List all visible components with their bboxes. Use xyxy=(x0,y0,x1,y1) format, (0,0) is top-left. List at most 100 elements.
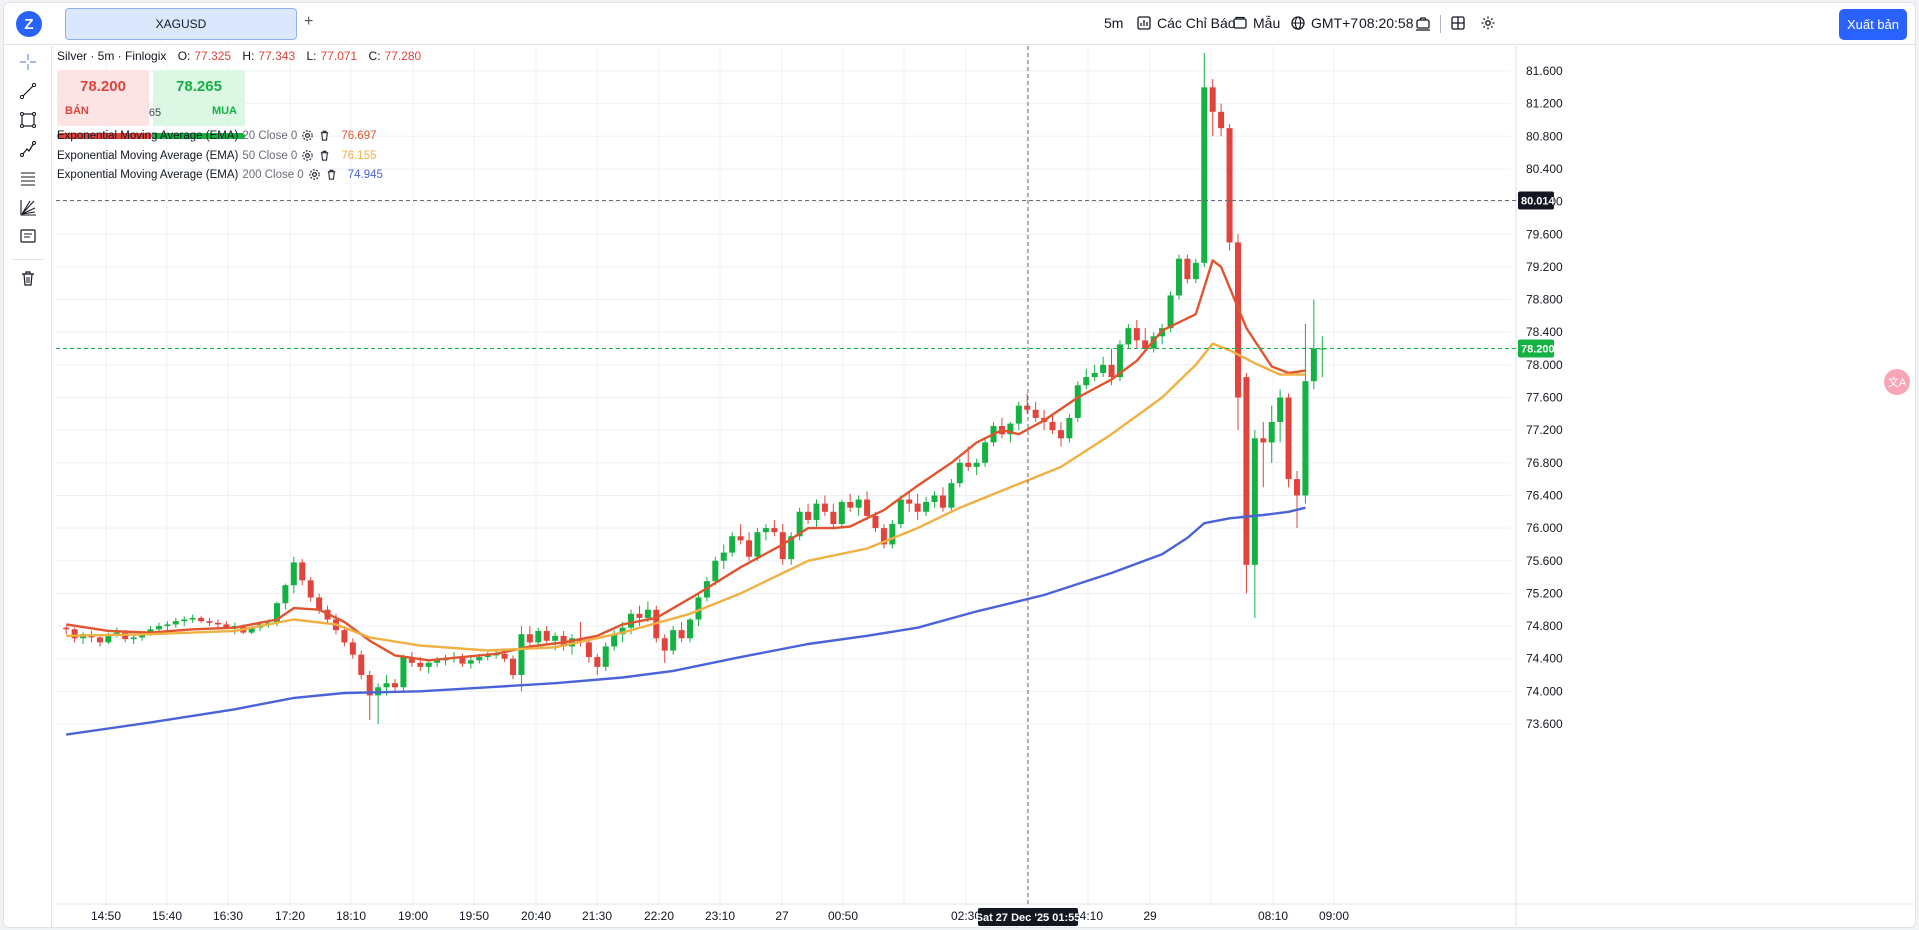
candle xyxy=(602,642,609,671)
interval-button[interactable]: 5m xyxy=(1104,15,1123,31)
candle xyxy=(1319,336,1326,378)
clock: 08:20:58 xyxy=(1359,15,1414,31)
time-tick-label: 15:40 xyxy=(152,909,182,923)
candle xyxy=(746,532,753,561)
candle xyxy=(1142,328,1149,353)
candle-body xyxy=(771,528,778,533)
candle xyxy=(712,556,719,586)
ohlc-legend: Silver · 5m · Finlogix O: 77.325 H: 77.343… xyxy=(57,49,421,63)
indicator-row-ema20[interactable]: Exponential Moving Average (EMA) 20 Clos… xyxy=(57,129,377,142)
candle-body xyxy=(1167,295,1174,329)
indicator-settings-gear-icon[interactable] xyxy=(301,149,314,162)
indicator-delete-trash-icon[interactable] xyxy=(318,129,331,142)
indicator-delete-trash-icon[interactable] xyxy=(325,168,338,181)
indicator-row-ema50[interactable]: Exponential Moving Average (EMA) 50 Clos… xyxy=(57,149,377,162)
indicator-settings-gear-icon[interactable] xyxy=(308,168,321,181)
candle-body xyxy=(96,637,103,643)
price-tick-label: 76.400 xyxy=(1526,488,1563,502)
candle-body xyxy=(611,634,618,647)
candle xyxy=(1251,430,1258,618)
time-tick-label: 19:50 xyxy=(459,909,489,923)
price-tick-label: 75.600 xyxy=(1526,554,1563,568)
gann-fan-tool[interactable] xyxy=(15,194,41,220)
candle-body xyxy=(1175,258,1182,296)
sell-price: 78.200 xyxy=(80,78,126,95)
last-price-label: 78.200 xyxy=(1521,344,1555,356)
indicators-icon xyxy=(1137,16,1151,30)
candle xyxy=(1302,324,1309,504)
templates-button[interactable]: Mẫu xyxy=(1232,15,1280,31)
app-logo: Z xyxy=(16,11,42,37)
time-tick-label: 17:20 xyxy=(275,909,305,923)
candle xyxy=(1049,413,1056,435)
price-tick-label: 77.200 xyxy=(1526,423,1563,437)
path-icon xyxy=(20,141,36,157)
candle xyxy=(510,655,517,680)
candle-body xyxy=(1226,128,1233,243)
buy-volume-bar xyxy=(153,133,245,139)
candle-body xyxy=(729,536,736,553)
crosshair-tool[interactable] xyxy=(15,49,41,75)
candle-body xyxy=(830,511,837,525)
candle xyxy=(358,650,365,680)
candle-body xyxy=(754,532,761,557)
delete-drawings-tool[interactable] xyxy=(15,265,41,291)
trash-icon xyxy=(22,271,34,286)
candle-body xyxy=(198,617,205,622)
price-tick-label: 78.800 xyxy=(1526,293,1563,307)
candle-body xyxy=(880,528,887,545)
price-tick-label: 79.600 xyxy=(1526,227,1563,241)
layout-button[interactable] xyxy=(1450,15,1466,31)
settings-button[interactable] xyxy=(1480,15,1496,31)
indicator-settings-gear-icon[interactable] xyxy=(301,129,314,142)
sell-button[interactable]: 78.200 BÁN xyxy=(57,70,149,126)
indicator-row-ema200[interactable]: Exponential Moving Average (EMA) 200 Clo… xyxy=(57,168,383,181)
fib-tool[interactable] xyxy=(15,165,41,191)
rectangle-tool[interactable] xyxy=(15,107,41,133)
candle xyxy=(864,491,871,520)
time-tick-label: 02:30 xyxy=(951,909,981,923)
candle xyxy=(1192,258,1199,284)
price-chart[interactable]: 81.60081.20080.80080.40080.00079.60079.2… xyxy=(56,46,1914,926)
symbol-tab[interactable]: XAGUSD xyxy=(65,8,297,40)
crosshair-time-label: Sat 27 Dec '25 01:55 xyxy=(976,912,1081,924)
candle xyxy=(838,499,845,529)
translate-icon[interactable]: 文A xyxy=(1884,369,1910,395)
candle-body xyxy=(1133,328,1140,341)
candle-body xyxy=(307,580,314,598)
export-button[interactable]: Xuất bản xyxy=(1839,9,1907,40)
candle xyxy=(400,654,407,692)
symbol-title: Silver · 5m · Finlogix xyxy=(57,49,167,63)
candle-body xyxy=(1319,348,1326,350)
candle-body xyxy=(434,660,441,663)
snapshot-button[interactable] xyxy=(1415,15,1431,31)
timezone-button[interactable]: GMT+7 xyxy=(1290,15,1358,31)
gann-fan-icon xyxy=(20,200,36,216)
time-tick-label: 27 xyxy=(775,909,789,923)
candle-body xyxy=(400,657,407,688)
candle xyxy=(982,438,989,467)
candle xyxy=(720,544,727,569)
candle xyxy=(1277,389,1284,443)
candle-body xyxy=(1032,409,1039,418)
candle xyxy=(1285,393,1292,488)
time-tick-label: 22:20 xyxy=(644,909,674,923)
text-note-tool[interactable] xyxy=(15,223,41,249)
candle xyxy=(1243,373,1250,594)
path-tool[interactable] xyxy=(15,136,41,162)
candle xyxy=(1234,234,1241,431)
trend-line-tool[interactable] xyxy=(15,78,41,104)
candle xyxy=(830,503,837,529)
add-tab-button[interactable]: + xyxy=(304,13,314,30)
indicator-delete-trash-icon[interactable] xyxy=(318,149,331,162)
crosshair-price-label: 80.014 xyxy=(1521,195,1556,207)
gear-icon xyxy=(1481,16,1495,30)
candle xyxy=(754,528,761,561)
buy-button[interactable]: 78.265 MUA xyxy=(153,70,245,126)
candle-body xyxy=(619,627,626,635)
candle-body xyxy=(282,585,289,604)
candle-body xyxy=(130,637,137,640)
indicators-button[interactable]: Các Chỉ Báo xyxy=(1136,15,1236,31)
candle-body xyxy=(712,560,719,582)
candle xyxy=(906,491,913,512)
